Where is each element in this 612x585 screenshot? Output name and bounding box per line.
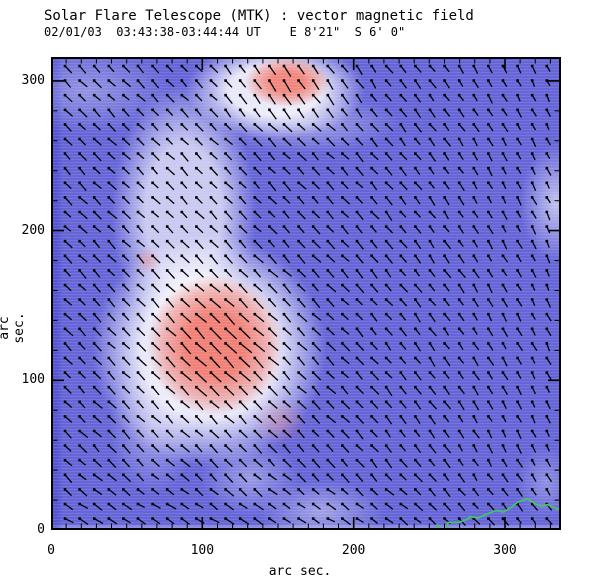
vector-field-overlay [63, 64, 553, 527]
x-axis-label: arc sec. [268, 564, 332, 579]
axis-ticks [51, 57, 561, 530]
x-tick-label: 0 [47, 543, 55, 558]
plot-frame [51, 57, 561, 530]
y-tick-label: 100 [21, 372, 45, 388]
plot-subtitle: 02/01/03 03:43:38-03:44:44 UT E 8'21" S … [44, 25, 406, 39]
y-axis-label: arc sec. [0, 312, 27, 344]
x-tick-label: 300 [493, 543, 517, 558]
x-tick-label: 100 [190, 543, 215, 558]
x-tick-label: 200 [341, 543, 366, 558]
plot-area [51, 57, 561, 530]
green-contour-line [51, 497, 561, 530]
plot-overlay [51, 57, 561, 530]
plot-title: Solar Flare Telescope (MTK) : vector mag… [44, 8, 474, 24]
y-tick-label: 200 [21, 222, 45, 238]
y-tick-label: 300 [21, 72, 45, 88]
y-tick-label: 0 [37, 522, 45, 537]
